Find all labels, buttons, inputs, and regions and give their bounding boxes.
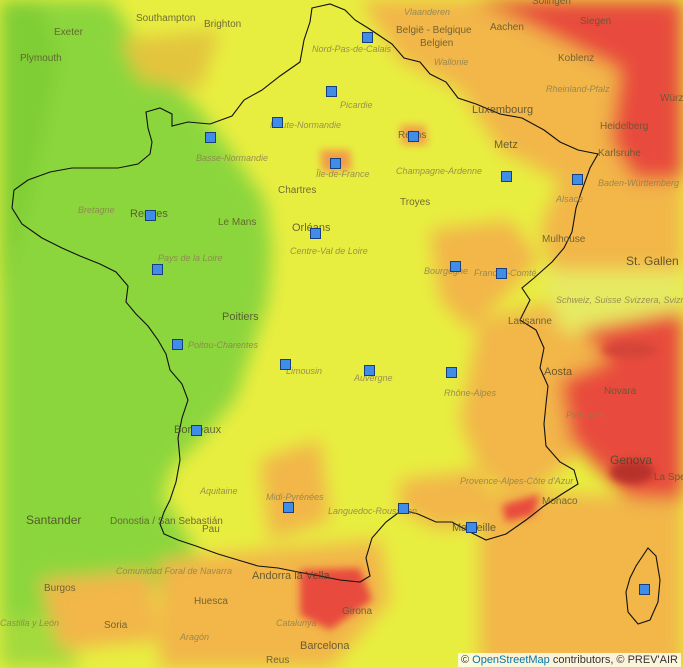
place-label-exeter: Exeter	[54, 27, 83, 38]
station-marker-paris[interactable]	[330, 158, 341, 169]
station-marker-orleans[interactable]	[310, 228, 321, 239]
place-label-troyes: Troyes	[400, 197, 431, 208]
station-marker-nantes[interactable]	[152, 264, 163, 275]
station-marker-amiens[interactable]	[326, 86, 337, 97]
place-label-novara: Novara	[604, 386, 637, 397]
station-marker-dijon[interactable]	[450, 261, 461, 272]
place-label-hautenormandie: Haute-Normandie	[270, 120, 342, 130]
place-label-bw: Baden-Württemberg	[598, 178, 680, 188]
place-label-mulhouse: Mulhouse	[542, 234, 586, 245]
place-label-poitou: Poitou-Charentes	[188, 340, 259, 350]
station-marker-caen[interactable]	[205, 132, 216, 143]
place-label-luxembourg: Luxembourg	[472, 104, 534, 116]
place-label-santander: Santander	[26, 513, 82, 527]
place-label-girona: Girona	[342, 606, 373, 617]
station-marker-limoges[interactable]	[280, 359, 291, 370]
place-label-wurz: Würz	[660, 93, 683, 104]
place-label-heidelberg: Heidelberg	[600, 121, 649, 132]
place-label-genova: Genova	[610, 453, 653, 467]
place-label-southampton: Southampton	[136, 13, 196, 24]
place-label-monaco: Monaco	[542, 496, 578, 507]
corsica-coast	[625, 547, 661, 625]
place-label-champagne: Champagne-Ardenne	[396, 166, 483, 176]
place-label-rheinland: Rheinland-Pfalz	[546, 84, 610, 94]
place-label-plymouth: Plymouth	[20, 53, 62, 64]
station-marker-metz[interactable]	[501, 171, 512, 182]
place-label-nordpasdecalais: Nord-Pas-de-Calais	[312, 44, 392, 54]
station-marker-montpellier[interactable]	[398, 503, 409, 514]
place-label-catalunya: Catalunya	[276, 618, 317, 628]
place-label-piemonte: Piemonte	[566, 410, 605, 420]
place-label-aachen: Aachen	[490, 22, 524, 33]
place-label-suisse: Schweiz, Suisse Svizzera, Svizra	[556, 295, 683, 305]
place-label-lausanne: Lausanne	[508, 316, 552, 327]
place-label-bourgogne: Bourgogne	[424, 266, 469, 276]
station-marker-bordeaux[interactable]	[191, 425, 202, 436]
place-label-provence: Provence-Alpes-Côte d'Azur	[460, 476, 574, 486]
place-label-auvergne: Auvergne	[354, 373, 393, 383]
place-label-limousin: Limousin	[286, 366, 323, 376]
station-marker-la-rochelle[interactable]	[172, 339, 183, 350]
station-marker-rennes[interactable]	[145, 210, 156, 221]
place-label-aragon: Aragón	[180, 632, 210, 642]
place-label-solingen: Solingen	[532, 0, 571, 7]
place-label-andorra: Andorra la Vella	[252, 570, 330, 582]
place-label-poitiers: Poitiers	[222, 311, 259, 323]
place-label-belgien: Belgien	[420, 38, 454, 49]
station-marker-strasbourg[interactable]	[572, 174, 583, 185]
place-label-pau: Pau	[202, 524, 220, 535]
place-label-centre: Centre-Val de Loire	[290, 246, 368, 256]
station-marker-marseille[interactable]	[466, 522, 477, 533]
place-label-karlsruhe: Karlsruhe	[598, 148, 641, 159]
place-label-bretagne: Bretagne	[78, 205, 115, 215]
attribution-prefix: ©	[460, 654, 473, 666]
osm-link[interactable]: OpenStreetMap	[472, 654, 550, 666]
place-label-lemans: Le Mans	[218, 217, 257, 228]
place-label-burgos: Burgos	[44, 583, 76, 594]
place-label-bassenormandie: Basse-Normandie	[196, 153, 269, 163]
place-label-huesca: Huesca	[194, 596, 228, 607]
place-label-barcelona: Barcelona	[300, 640, 350, 652]
place-label-vlaanderen: Vlaanderen	[404, 7, 451, 17]
station-marker-rouen[interactable]	[272, 117, 283, 128]
station-marker-toulouse[interactable]	[283, 502, 294, 513]
station-marker-lille[interactable]	[362, 32, 373, 43]
place-label-laspezia: La Spe	[654, 472, 683, 483]
place-label-belgie: België - Belgique	[396, 25, 472, 36]
place-label-koblenz: Koblenz	[558, 53, 595, 64]
place-label-castilla: Castilla y León	[0, 618, 60, 628]
station-marker-ajaccio[interactable]	[639, 584, 650, 595]
coastline-and-border	[11, 3, 599, 583]
place-label-donostia: Donostia / San Sebastián	[110, 516, 223, 527]
place-label-paysdelaloire: Pays de la Loire	[158, 253, 223, 263]
place-label-midipyrenees: Midi-Pyrénées	[266, 492, 324, 502]
place-label-rhonealpes: Rhône-Alpes	[444, 388, 497, 398]
place-label-stgallen: St. Gallen	[626, 254, 679, 268]
station-marker-lyon[interactable]	[446, 367, 457, 378]
place-label-aquitaine: Aquitaine	[200, 486, 238, 496]
place-label-iledefrance: Île-de-France	[316, 169, 370, 179]
station-marker-clermont[interactable]	[364, 365, 375, 376]
place-label-picardie: Picardie	[340, 100, 373, 110]
place-label-wallonie: Wallonie	[434, 57, 469, 67]
station-marker-reims[interactable]	[408, 131, 419, 142]
place-label-alsace: Alsace	[556, 194, 584, 204]
place-label-aosta: Aosta	[544, 366, 573, 378]
station-marker-besancon[interactable]	[496, 268, 507, 279]
place-label-languedoc: Languedoc-Roussillon	[328, 506, 418, 516]
place-label-reus: Reus	[266, 655, 290, 666]
place-label-siegen: Siegen	[580, 16, 612, 27]
place-label-navarra: Comunidad Foral de Navarra	[116, 566, 233, 576]
attribution-suffix: contributors, © PREV'AIR	[549, 654, 678, 666]
place-label-chartres: Chartres	[278, 185, 317, 196]
place-label-soria: Soria	[104, 620, 128, 631]
place-label-metz: Metz	[494, 139, 518, 151]
map-attribution: © OpenStreetMap contributors, © PREV'AIR	[457, 653, 681, 667]
place-label-brighton: Brighton	[204, 19, 242, 30]
